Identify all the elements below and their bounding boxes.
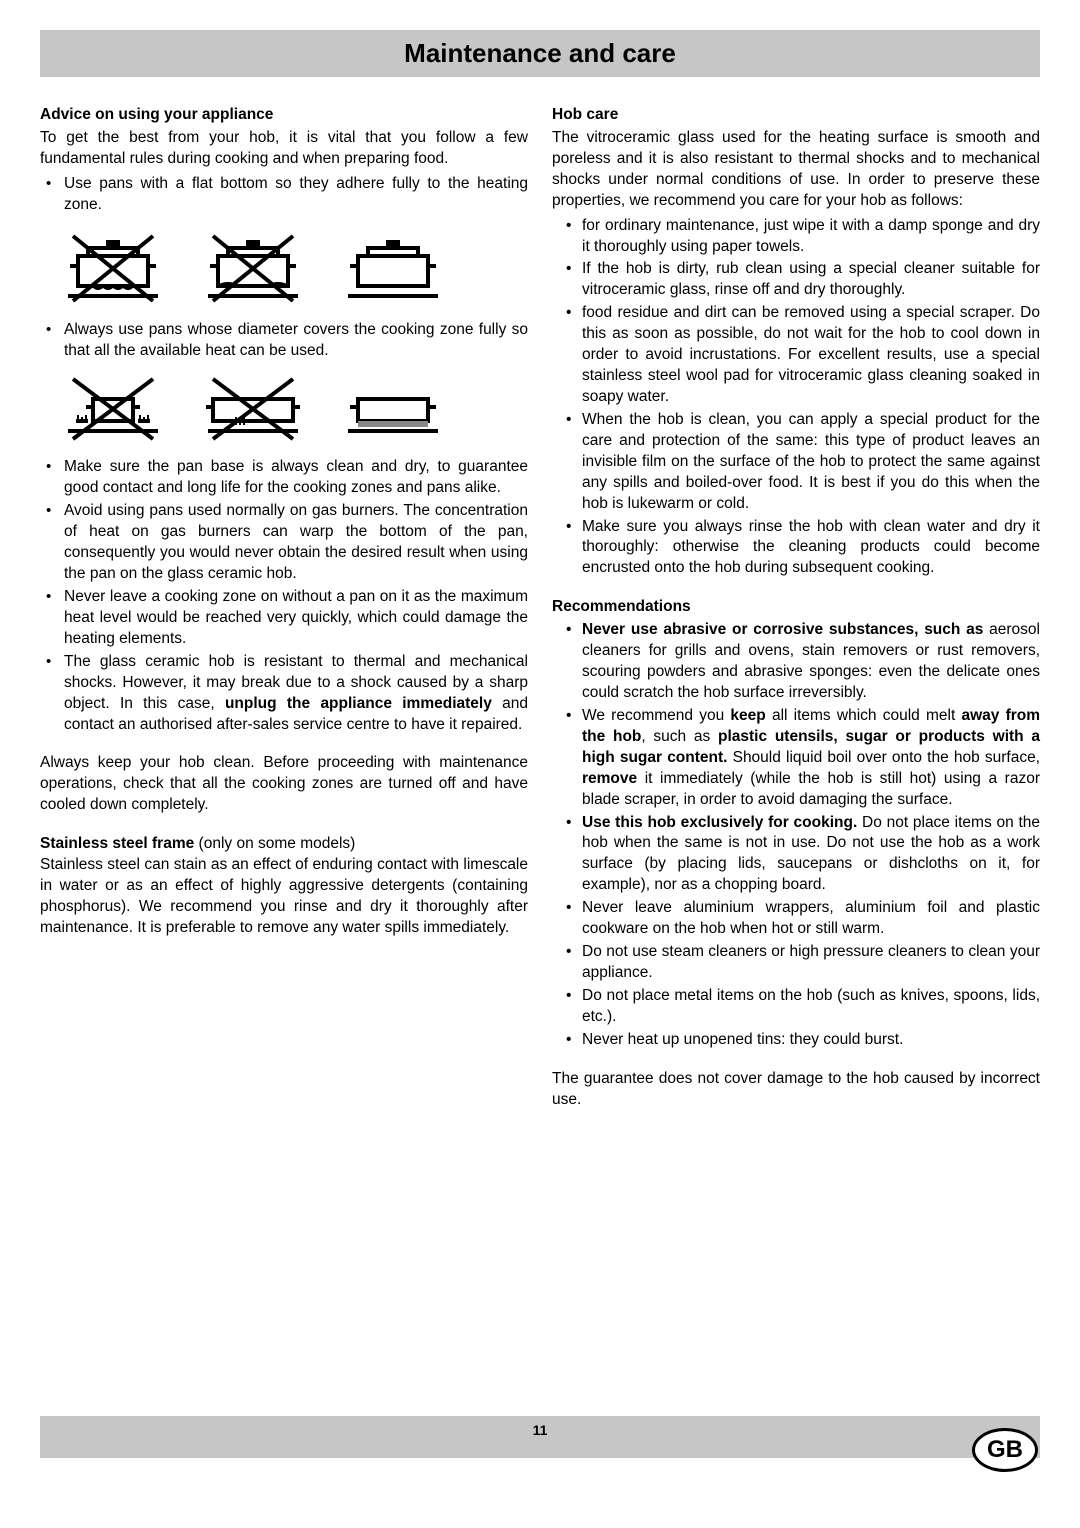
rec-item-steam: Do not use steam cleaners or high pressu…: [552, 942, 1040, 984]
rec-item-abrasive: Never use abrasive or corrosive substanc…: [552, 620, 1040, 704]
rec2-post: it immediately (while the hob is still h…: [582, 770, 1040, 808]
pot-small-ring-icon: [58, 371, 168, 443]
hobcare-item-cleaner: If the hob is dirty, rub clean using a s…: [552, 259, 1040, 301]
advice-item-flat-bottom: Use pans with a flat bottom so they adhe…: [40, 174, 528, 216]
advice-item-clean-base: Make sure the pan base is always clean a…: [40, 457, 528, 499]
advice-item-gas-pans: Avoid using pans used normally on gas bu…: [40, 501, 528, 585]
rec2-b1: keep: [730, 707, 765, 724]
hobcare-heading: Hob care: [552, 105, 1040, 126]
rec3-bold: Use this hob exclusively for cooking.: [582, 814, 857, 831]
advice-heading: Advice on using your appliance: [40, 105, 528, 126]
advice-list-1: Use pans with a flat bottom so they adhe…: [40, 174, 528, 216]
page-title: Maintenance and care: [404, 38, 676, 68]
pot-ring-ok-icon: [338, 371, 448, 443]
page-number: 11: [40, 1422, 1040, 1438]
rec-item-tins: Never heat up unopened tins: they could …: [552, 1030, 1040, 1051]
guarantee-note: The guarantee does not cover damage to t…: [552, 1069, 1040, 1111]
hobcare-item-wipe: for ordinary maintenance, just wipe it w…: [552, 216, 1040, 258]
hobcare-item-film: When the hob is clean, you can apply a s…: [552, 410, 1040, 515]
stainless-note: (only on some models): [194, 835, 355, 852]
stainless-heading-row: Stainless steel frame (only on some mode…: [40, 834, 528, 855]
stainless-para: Stainless steel can stain as an effect o…: [40, 855, 528, 939]
country-badge-text: GB: [987, 1436, 1023, 1464]
hobcare-item-scraper: food residue and dirt can be removed usi…: [552, 303, 1040, 408]
page-title-banner: Maintenance and care: [40, 30, 1040, 77]
recommendations-list: Never use abrasive or corrosive substanc…: [552, 620, 1040, 1050]
pot-crossed-icon: [198, 226, 308, 306]
recommendations-heading: Recommendations: [552, 597, 1040, 618]
pot-ok-icon: [338, 226, 448, 306]
rec2-pre: We recommend you: [582, 707, 730, 724]
rec-item-aluminium: Never leave aluminium wrappers, aluminiu…: [552, 898, 1040, 940]
content-columns: Advice on using your appliance To get th…: [40, 105, 1040, 1114]
advice-list-3: Make sure the pan base is always clean a…: [40, 457, 528, 735]
rec2-mid: all items which could melt: [766, 707, 962, 724]
figure-row-2: [58, 371, 528, 443]
maintenance-intro: Always keep your hob clean. Before proce…: [40, 753, 528, 816]
advice-intro: To get the best from your hob, it is vit…: [40, 128, 528, 170]
advice-item-diameter: Always use pans whose diameter covers th…: [40, 320, 528, 362]
hobcare-item-rinse: Make sure you always rinse the hob with …: [552, 517, 1040, 580]
left-column: Advice on using your appliance To get th…: [40, 105, 528, 1114]
rec2-mid2: , such as: [641, 728, 718, 745]
rec-item-cooking-only: Use this hob exclusively for cooking. Do…: [552, 813, 1040, 897]
rec2-b4: remove: [582, 770, 637, 787]
stainless-heading: Stainless steel frame: [40, 835, 194, 852]
hobcare-intro: The vitroceramic glass used for the heat…: [552, 128, 1040, 212]
footer-bar: 11: [40, 1416, 1040, 1458]
advice-item-shock: The glass ceramic hob is resistant to th…: [40, 652, 528, 736]
rec-item-keep-away: We recommend you keep all items which co…: [552, 706, 1040, 811]
shock-bold: unplug the appliance immediately: [225, 695, 492, 712]
advice-list-2: Always use pans whose diameter covers th…: [40, 320, 528, 362]
pot-wide-ring-icon: [198, 371, 308, 443]
rec1-bold: Never use abrasive or corrosive substanc…: [582, 621, 983, 638]
rec-item-metal: Do not place metal items on the hob (suc…: [552, 986, 1040, 1028]
hobcare-list: for ordinary maintenance, just wipe it w…: [552, 216, 1040, 580]
figure-row-1: [58, 226, 528, 306]
rec2-mid3: Should liquid boil over onto the hob sur…: [727, 749, 1040, 766]
advice-item-no-empty: Never leave a cooking zone on without a …: [40, 587, 528, 650]
pot-crossed-icon: [58, 226, 168, 306]
country-badge: GB: [972, 1428, 1038, 1472]
right-column: Hob care The vitroceramic glass used for…: [552, 105, 1040, 1114]
